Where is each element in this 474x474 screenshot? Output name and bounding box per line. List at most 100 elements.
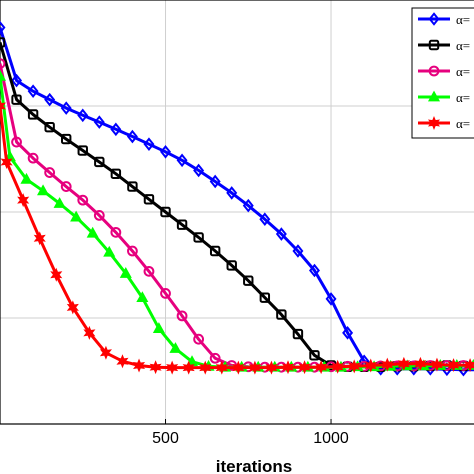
x-axis-ticks: 500 1000 <box>152 419 349 447</box>
data-point <box>325 292 337 306</box>
data-point <box>99 345 112 360</box>
data-point <box>331 359 344 374</box>
data-point <box>60 181 72 192</box>
data-point <box>44 167 56 178</box>
data-point <box>110 168 122 180</box>
series-2 <box>0 37 474 372</box>
data-point <box>464 358 474 373</box>
data-point <box>11 73 23 88</box>
data-point <box>86 226 99 238</box>
data-point <box>126 129 138 144</box>
data-point <box>116 354 129 369</box>
series-1 <box>0 20 474 377</box>
data-point <box>77 194 89 206</box>
data-point <box>176 153 188 168</box>
data-point <box>11 94 22 105</box>
data-point <box>342 326 354 340</box>
data-point <box>430 357 443 372</box>
data-point <box>0 58 6 69</box>
data-point <box>143 137 155 151</box>
series-layer <box>0 20 474 377</box>
data-point <box>127 181 138 192</box>
data-point <box>209 174 221 189</box>
legend-label: α= <box>456 38 470 53</box>
x-axis-title: iterations <box>216 457 293 474</box>
legend-label: α= <box>456 64 470 79</box>
data-point <box>248 360 261 375</box>
data-point <box>93 115 105 129</box>
data-point <box>110 226 122 238</box>
data-point <box>308 263 320 278</box>
data-point <box>103 245 116 257</box>
data-point <box>276 309 287 320</box>
data-point <box>348 359 361 374</box>
data-point <box>428 39 440 51</box>
data-point <box>160 145 172 159</box>
data-point <box>61 133 72 145</box>
x-tick-label: 500 <box>152 430 179 447</box>
data-point <box>209 245 221 257</box>
data-point <box>281 360 295 375</box>
data-point <box>50 267 63 282</box>
data-point <box>0 20 6 35</box>
data-point <box>275 227 287 241</box>
data-point <box>209 352 221 364</box>
data-point <box>53 197 66 208</box>
data-point <box>265 360 278 375</box>
data-point <box>447 358 460 373</box>
data-point <box>20 172 33 184</box>
data-point <box>77 145 88 156</box>
data-point <box>119 267 132 278</box>
data-point <box>397 356 410 371</box>
data-point <box>381 357 394 372</box>
data-point <box>60 101 72 115</box>
legend: α= α= α= α= α= <box>411 7 474 139</box>
data-point <box>27 152 39 164</box>
data-point <box>182 360 195 375</box>
data-point <box>242 198 254 213</box>
data-point <box>0 154 13 169</box>
data-point <box>33 231 46 246</box>
data-point <box>143 194 155 205</box>
data-point <box>27 109 39 120</box>
data-point <box>136 291 149 303</box>
series-4 <box>0 69 474 372</box>
data-point <box>11 136 22 148</box>
data-point <box>427 116 441 130</box>
data-point <box>199 360 212 375</box>
data-point <box>292 328 304 340</box>
data-point <box>414 356 427 371</box>
data-point <box>226 186 238 200</box>
data-point <box>37 184 50 196</box>
data-point <box>0 37 6 48</box>
data-point <box>193 232 204 243</box>
data-point <box>133 358 146 373</box>
data-point <box>44 92 56 107</box>
data-point <box>143 265 155 277</box>
data-point <box>298 360 311 375</box>
data-point <box>215 360 228 375</box>
data-point <box>176 310 188 322</box>
data-point <box>292 244 304 258</box>
data-point <box>259 212 271 226</box>
series-line <box>0 76 474 369</box>
series-line <box>0 105 471 370</box>
data-point <box>243 275 254 286</box>
data-point <box>160 206 171 218</box>
series-5 <box>0 99 474 375</box>
plot-area <box>0 0 474 425</box>
data-point <box>193 163 205 178</box>
data-point <box>169 342 182 353</box>
data-point <box>127 245 138 257</box>
data-point <box>166 360 179 375</box>
legend-box <box>411 7 474 139</box>
data-point <box>0 99 7 113</box>
x-tick-label: 1000 <box>313 430 349 447</box>
data-point <box>193 333 205 345</box>
legend-label: α= <box>456 116 470 131</box>
data-point <box>315 360 328 375</box>
data-point <box>259 292 271 303</box>
data-point <box>232 360 245 375</box>
data-point <box>149 360 162 375</box>
